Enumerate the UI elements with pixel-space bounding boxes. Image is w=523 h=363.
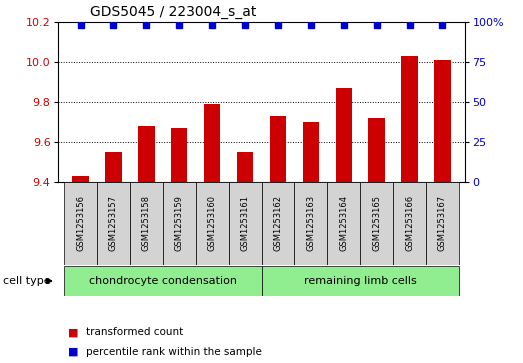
Bar	[237, 152, 253, 182]
Bar	[105, 152, 122, 182]
Text: GSM1253165: GSM1253165	[372, 195, 381, 251]
Text: GSM1253160: GSM1253160	[208, 195, 217, 251]
Bar	[171, 128, 187, 182]
Text: GSM1253159: GSM1253159	[175, 195, 184, 251]
Text: percentile rank within the sample: percentile rank within the sample	[86, 347, 262, 357]
Text: ■: ■	[68, 347, 78, 357]
Bar	[229, 182, 262, 265]
Bar	[72, 176, 89, 182]
Text: transformed count: transformed count	[86, 327, 184, 337]
Bar	[138, 126, 155, 182]
Text: GDS5045 / 223004_s_at: GDS5045 / 223004_s_at	[90, 5, 257, 19]
Bar	[426, 182, 459, 265]
Bar	[393, 182, 426, 265]
Bar	[368, 118, 385, 182]
Bar	[97, 182, 130, 265]
Bar	[360, 182, 393, 265]
Bar	[163, 182, 196, 265]
Text: GSM1253167: GSM1253167	[438, 195, 447, 251]
Bar	[336, 88, 352, 182]
Text: chondrocyte condensation: chondrocyte condensation	[89, 276, 237, 286]
Text: GSM1253161: GSM1253161	[241, 195, 249, 251]
Text: GSM1253156: GSM1253156	[76, 195, 85, 251]
Bar	[64, 182, 97, 265]
Text: GSM1253157: GSM1253157	[109, 195, 118, 251]
Text: remaining limb cells: remaining limb cells	[304, 276, 417, 286]
Bar	[130, 182, 163, 265]
Bar	[327, 182, 360, 265]
Text: GSM1253162: GSM1253162	[274, 195, 282, 251]
Bar	[434, 60, 451, 182]
Text: GSM1253158: GSM1253158	[142, 195, 151, 251]
Text: GSM1253163: GSM1253163	[306, 195, 315, 251]
Text: ■: ■	[68, 327, 78, 337]
Bar	[196, 182, 229, 265]
Bar	[204, 104, 220, 182]
Bar	[294, 182, 327, 265]
Text: cell type: cell type	[3, 276, 50, 286]
Bar	[401, 56, 418, 182]
Bar	[303, 122, 319, 182]
Bar	[262, 182, 294, 265]
Text: GSM1253166: GSM1253166	[405, 195, 414, 251]
Bar	[262, 266, 459, 296]
Bar	[270, 116, 286, 182]
Text: GSM1253164: GSM1253164	[339, 195, 348, 251]
Bar	[64, 266, 262, 296]
